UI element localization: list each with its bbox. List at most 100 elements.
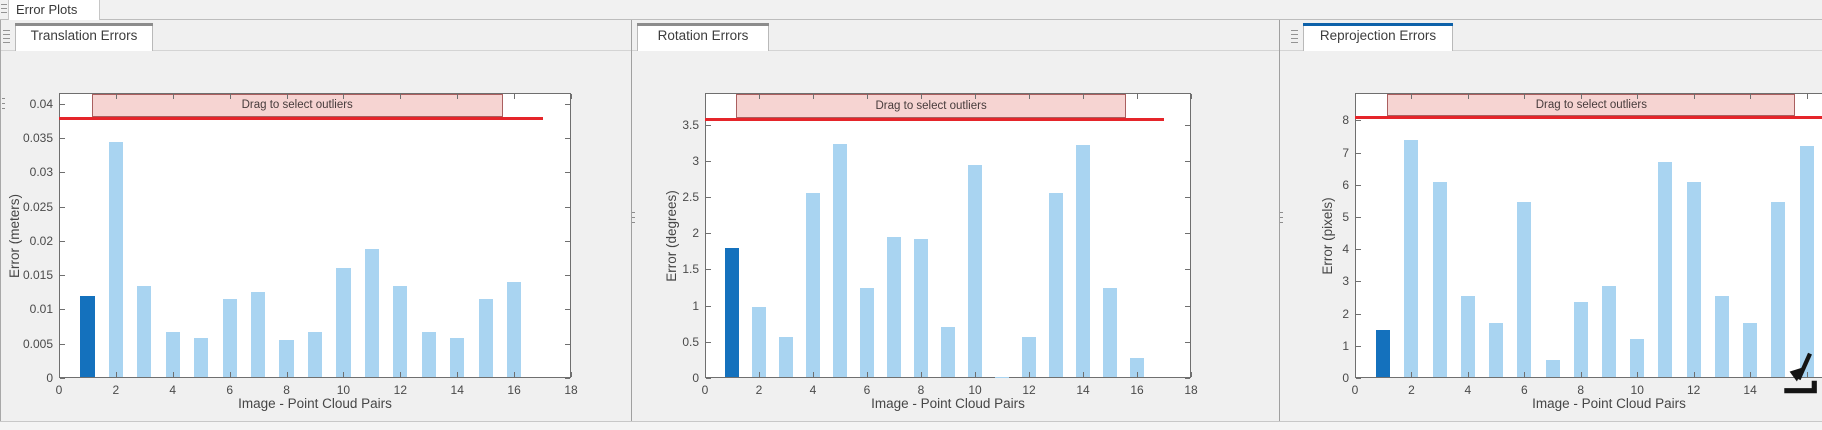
x-tick-label: 0 [701, 383, 709, 397]
tab-grip-icon[interactable] [3, 30, 10, 46]
error-bar-12[interactable] [1022, 337, 1036, 377]
x-tick-label: 10 [968, 383, 982, 397]
outlier-threshold-line[interactable] [1355, 116, 1822, 120]
y-tick-label: 3.5 [682, 117, 699, 132]
outlier-selection-band[interactable]: Drag to select outliers [91, 94, 503, 117]
error-bar-4[interactable] [806, 192, 820, 377]
error-bar-3[interactable] [779, 337, 793, 377]
error-bar-10[interactable] [336, 268, 351, 377]
y-tick-mark-right [1185, 378, 1190, 379]
error-bar-9[interactable] [307, 332, 323, 377]
error-bar-13[interactable] [421, 332, 436, 377]
y-tick-mark [1356, 152, 1361, 154]
x-tick-mark [1083, 372, 1084, 377]
error-bar-2[interactable] [752, 307, 766, 377]
error-bar-11[interactable] [1658, 162, 1673, 377]
error-bar-14[interactable] [1743, 323, 1758, 377]
y-tick-label: 0.015 [22, 268, 53, 283]
x-tick-mark [571, 372, 572, 377]
error-bar-5[interactable] [194, 338, 209, 377]
error-bar-8[interactable] [914, 239, 928, 377]
error-bar-14[interactable] [450, 338, 465, 377]
y-tick-mark [1356, 249, 1361, 251]
y-tick-mark-right [565, 206, 570, 208]
document-tab-strip: Error Plots [0, 0, 1822, 20]
outlier-selection-band[interactable]: Drag to select outliers [1387, 94, 1796, 117]
drag-grip-icon[interactable] [1, 4, 7, 16]
y-tick-label: 0.01 [29, 302, 53, 317]
error-bar-9[interactable] [941, 327, 955, 377]
x-tick-label: 10 [336, 383, 351, 397]
error-bar-10[interactable] [968, 164, 982, 377]
error-bar-5[interactable] [833, 144, 847, 377]
error-bar-1[interactable] [1376, 329, 1391, 377]
error-bar-4[interactable] [165, 332, 180, 377]
y-tick-mark [60, 172, 65, 174]
figure-tab-translation-errors[interactable]: Translation Errors [15, 23, 153, 51]
error-bar-10[interactable] [1630, 339, 1645, 377]
dock-arrow-icon [1784, 352, 1817, 394]
error-bar-7[interactable] [251, 291, 266, 377]
outlier-selection-band[interactable]: Drag to select outliers [736, 94, 1127, 119]
error-bar-5[interactable] [1489, 323, 1504, 377]
y-tick-mark [1356, 281, 1361, 283]
x-tick-mark-top [115, 94, 117, 99]
x-tick-mark [1411, 372, 1413, 377]
error-bar-13[interactable] [1049, 192, 1063, 377]
y-tick-mark [60, 103, 65, 105]
error-bar-11[interactable] [364, 249, 379, 377]
error-bar-6[interactable] [1517, 202, 1532, 377]
error-bar-9[interactable] [1601, 286, 1617, 377]
error-bar-1[interactable] [725, 247, 739, 377]
error-bar-13[interactable] [1714, 295, 1729, 377]
error-bar-4[interactable] [1460, 295, 1475, 377]
y-tick-mark [1356, 184, 1361, 186]
y-tick-mark-right [565, 309, 570, 311]
error-bar-2[interactable] [108, 141, 123, 377]
error-bar-14[interactable] [1076, 145, 1090, 377]
error-bar-12[interactable] [393, 285, 408, 377]
x-tick-label: 8 [283, 383, 290, 397]
error-bar-6[interactable] [860, 287, 874, 377]
outlier-threshold-line[interactable] [59, 116, 543, 120]
x-tick-label: 8 [1577, 383, 1585, 397]
splitter-grip-icon[interactable] [632, 212, 635, 227]
x-tick-mark [975, 372, 976, 377]
error-bar-1[interactable] [80, 295, 95, 377]
y-tick-mark [1356, 313, 1361, 315]
x-tick-mark-top [1806, 94, 1808, 99]
error-bar-12[interactable] [1686, 181, 1701, 377]
x-tick-mark-top [1355, 94, 1356, 99]
error-bar-15[interactable] [478, 298, 493, 377]
x-tick-label: 6 [1520, 383, 1528, 397]
error-bar-16[interactable] [1799, 146, 1814, 377]
y-tick-mark [60, 240, 65, 242]
error-bar-7[interactable] [1545, 360, 1560, 377]
bottom-edge-strip [0, 421, 1822, 430]
error-bar-6[interactable] [222, 298, 237, 377]
error-bar-16[interactable] [1130, 358, 1144, 377]
tab-grip-icon[interactable] [1291, 30, 1298, 46]
error-bar-3[interactable] [137, 285, 152, 377]
splitter-grip-icon[interactable] [1280, 212, 1283, 227]
figure-tab-rotation-errors[interactable]: Rotation Errors [637, 23, 769, 51]
y-tick-mark-right [565, 103, 570, 105]
error-bar-3[interactable] [1432, 181, 1447, 377]
error-bar-7[interactable] [887, 236, 901, 377]
error-bar-8[interactable] [279, 339, 294, 377]
band-label: Drag to select outliers [875, 100, 987, 113]
error-bar-15[interactable] [1771, 202, 1786, 377]
outlier-threshold-line[interactable] [705, 118, 1164, 122]
figure-tab-reprojection-errors[interactable]: Reprojection Errors [1303, 23, 1453, 51]
error-bar-2[interactable] [1404, 139, 1419, 377]
splitter-grip-icon[interactable] [2, 98, 5, 113]
y-tick-mark-right [1185, 341, 1190, 343]
error-bar-15[interactable] [1103, 287, 1117, 377]
y-axis-label: Error (degrees) [664, 189, 679, 282]
tab-error-plots[interactable]: Error Plots [8, 0, 100, 20]
error-bar-8[interactable] [1573, 302, 1588, 377]
x-tick-label: 4 [809, 383, 817, 397]
y-tick-mark [706, 233, 711, 235]
x-tick-label: 14 [450, 383, 464, 397]
error-bar-16[interactable] [507, 282, 522, 377]
